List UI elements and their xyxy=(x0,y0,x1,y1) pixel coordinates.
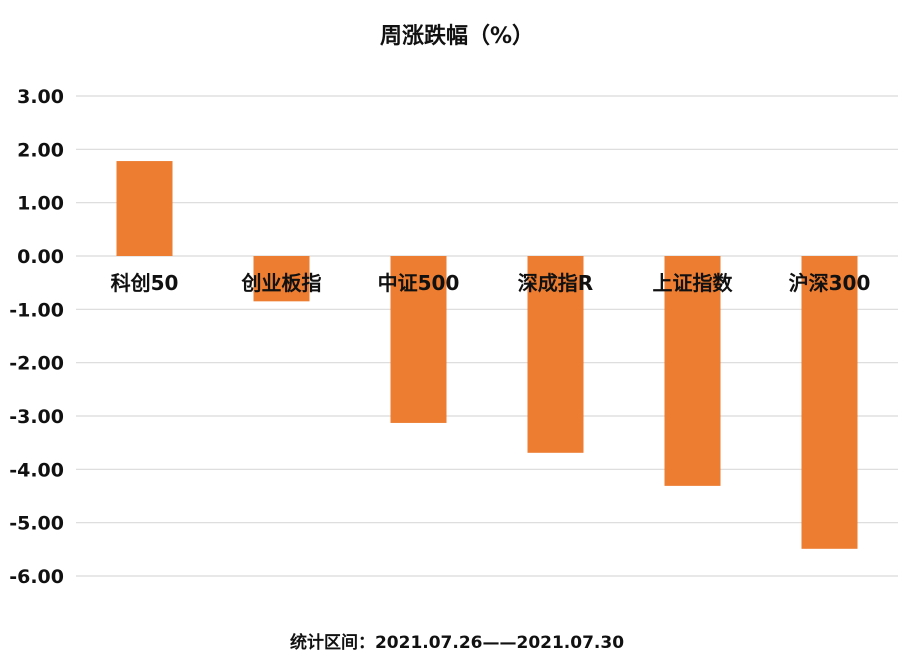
x-tick-label: 沪深300 xyxy=(789,271,871,295)
chart-title: 周涨跌幅（%） xyxy=(379,24,535,49)
y-tick-label: -2.00 xyxy=(9,353,64,375)
bar xyxy=(664,256,721,486)
bar xyxy=(390,256,447,423)
y-tick-label: 1.00 xyxy=(17,193,64,215)
bars xyxy=(116,161,858,549)
y-tick-label: -5.00 xyxy=(9,513,64,535)
bar xyxy=(116,161,173,256)
y-tick-label: 2.00 xyxy=(17,139,64,161)
y-tick-label: 0.00 xyxy=(17,246,64,268)
chart-footer: 统计区间：2021.07.26——2021.07.30 xyxy=(289,633,625,653)
x-tick-label: 科创50 xyxy=(111,271,179,295)
y-tick-label: -1.00 xyxy=(9,299,64,321)
x-tick-label: 创业板指 xyxy=(241,271,322,295)
x-tick-label: 深成指R xyxy=(518,271,593,295)
x-tick-label: 上证指数 xyxy=(653,271,734,295)
grid-lines xyxy=(76,95,898,577)
bar xyxy=(801,256,858,549)
y-axis-ticks: 3.00 2.00 1.00 0.00 -1.00 -2.00 -3.00 -4.00 -5.0… xyxy=(9,86,64,588)
x-tick-label: 中证500 xyxy=(378,271,460,295)
y-tick-label: 3.00 xyxy=(17,86,64,108)
bar xyxy=(527,256,584,453)
y-tick-label: -4.00 xyxy=(9,459,64,481)
x-axis-ticks: 科创50 创业板指 中证500 深成指R 上证指数 沪深300 xyxy=(111,271,871,295)
y-tick-label: -3.00 xyxy=(9,406,64,428)
y-tick-label: -6.00 xyxy=(9,566,64,588)
bar xyxy=(253,256,310,302)
